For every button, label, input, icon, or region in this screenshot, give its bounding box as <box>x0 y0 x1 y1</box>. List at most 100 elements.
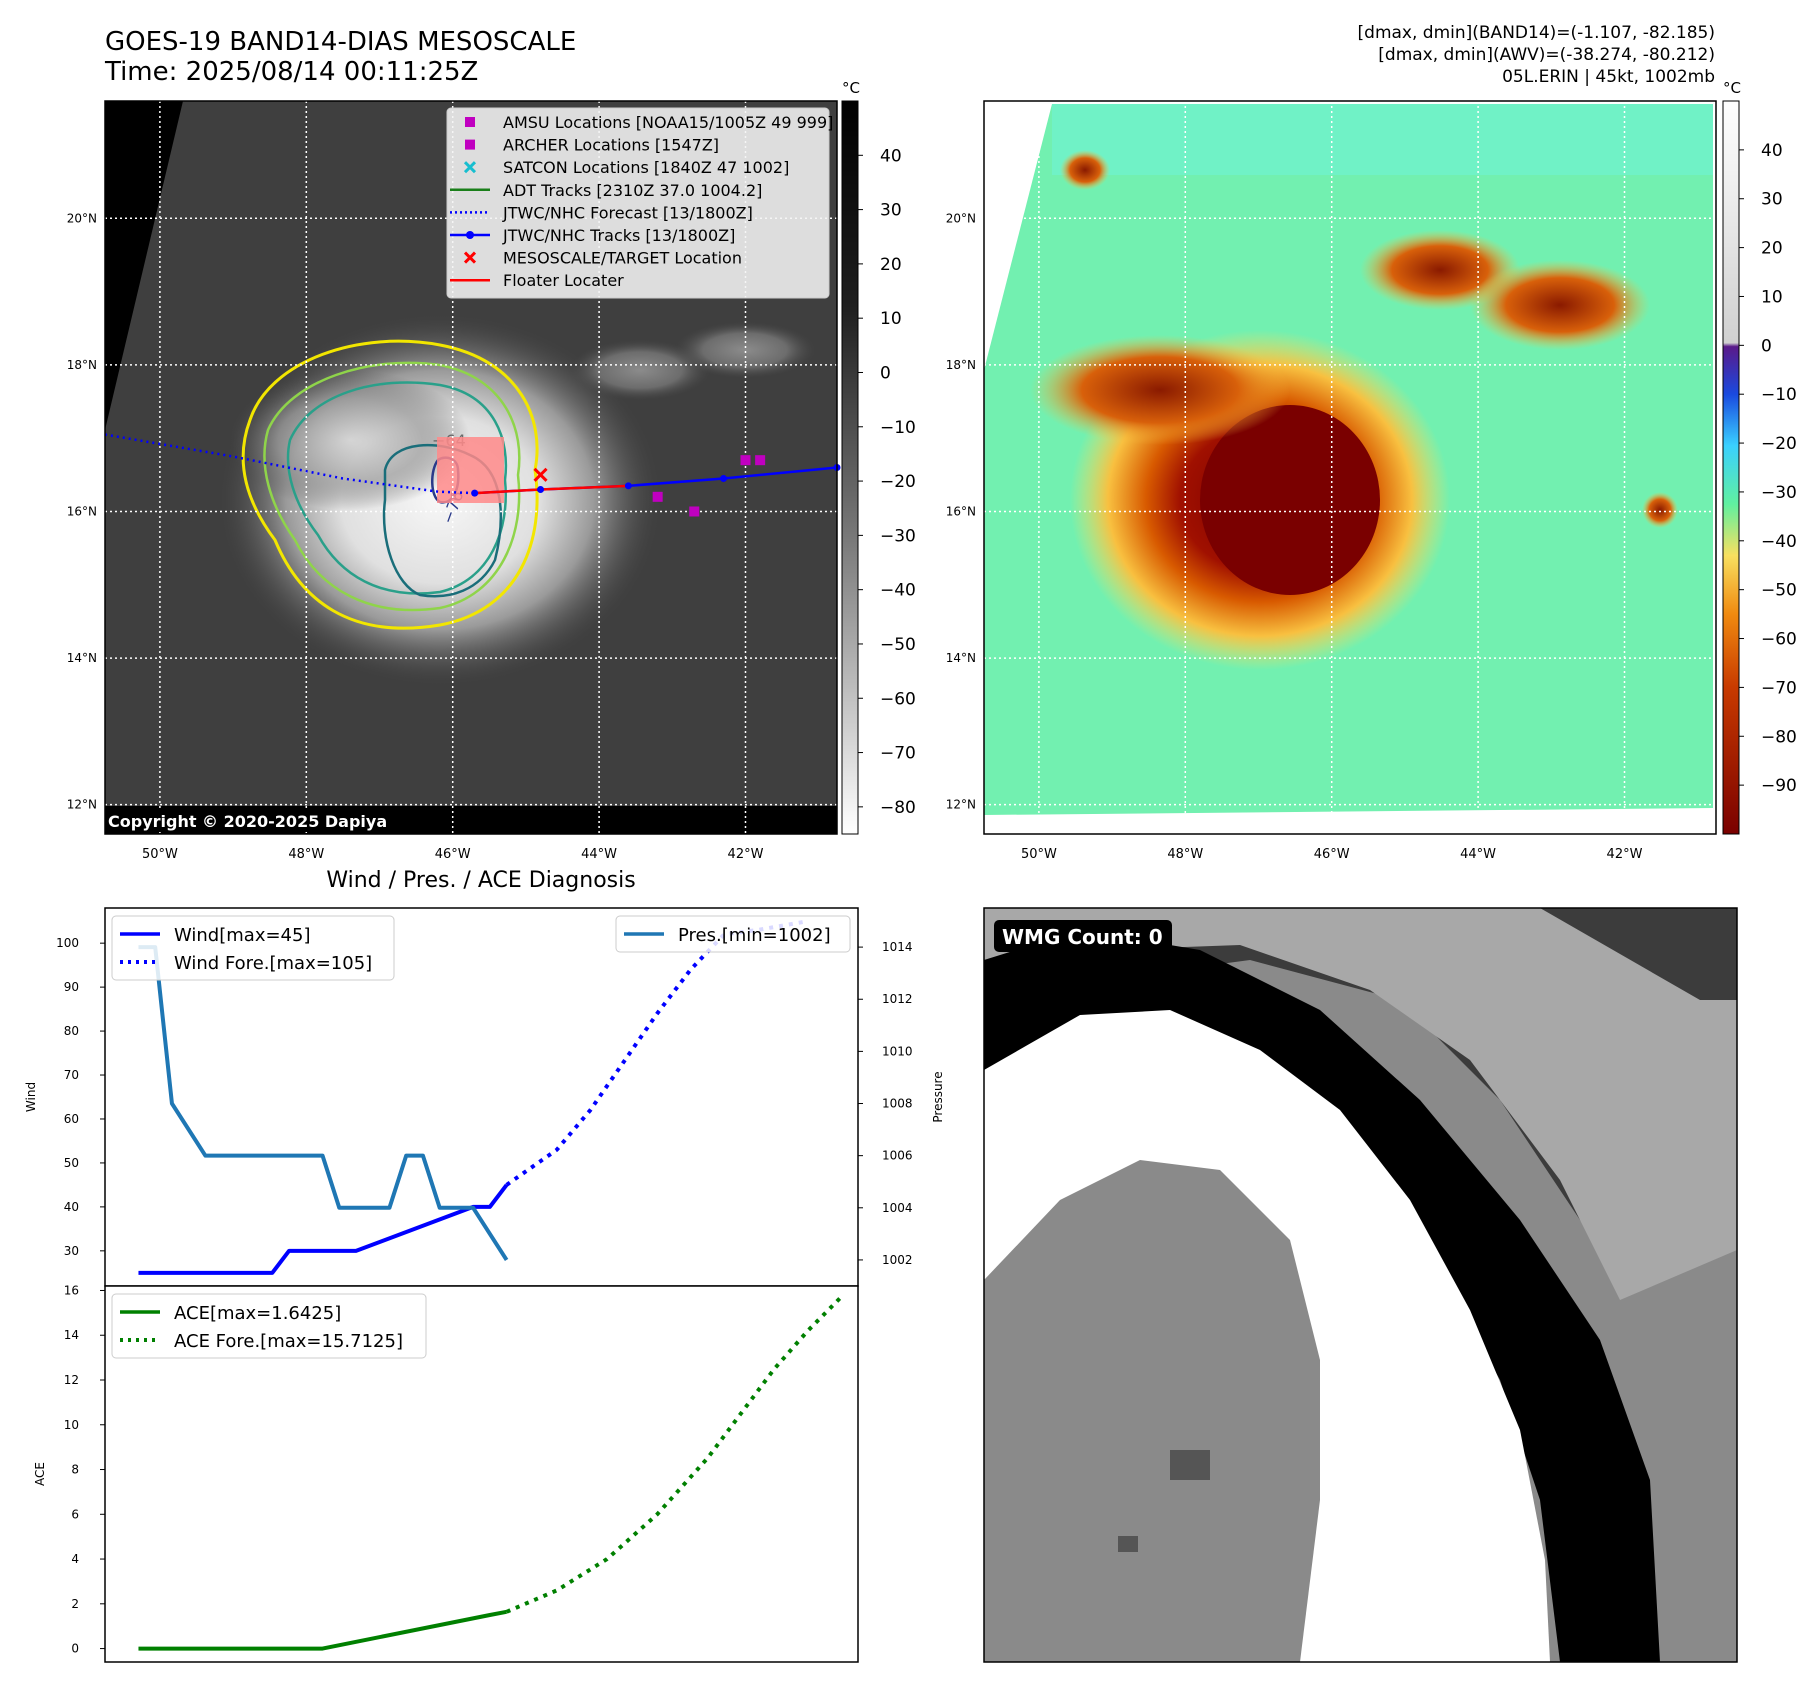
colorbar-tick-label: −90 <box>1761 776 1797 796</box>
legend-item-label: ARCHER Locations [1547Z] <box>503 136 719 155</box>
legend-wind-forecast-label: Wind Fore.[max=105] <box>174 953 372 974</box>
wind-tick-label: 80 <box>64 1024 79 1038</box>
map-overlays <box>104 433 841 517</box>
pressure-tick-label: 1002 <box>882 1253 913 1267</box>
legend-item-label: JTWC/NHC Tracks [13/1800Z] <box>502 226 735 245</box>
legend-swatch <box>463 251 477 264</box>
colorbar-tick-label: 30 <box>1761 190 1783 210</box>
lat-tick-label: 20°N <box>67 211 97 225</box>
lat-tick-label: 14°N <box>67 651 97 665</box>
colorbar-tick-label: 30 <box>880 201 902 221</box>
lat-tick-label: 12°N <box>946 798 976 812</box>
colorbar-tick-label: −50 <box>1761 581 1797 601</box>
colorbar-gray-ramp <box>841 100 859 835</box>
colorbar-tick-label: 40 <box>880 146 902 166</box>
colorbar-tick-label: −20 <box>880 472 916 492</box>
colorbar-tick-label: −70 <box>880 744 916 764</box>
colorbar-tick-label: −20 <box>1761 434 1797 454</box>
legend-item-label: AMSU Locations [NOAA15/1005Z 49 999] <box>503 113 833 132</box>
storm-core-color <box>1200 405 1380 595</box>
title-line-1: GOES-19 BAND14-DIAS MESOSCALE <box>105 27 576 57</box>
lon-tick-label: 46°W <box>435 847 471 862</box>
title-line-2: Time: 2025/08/14 00:11:25Z <box>104 57 478 87</box>
colorbar-tick-label: −40 <box>880 581 916 601</box>
cloud-cluster-gray <box>570 340 710 400</box>
wind-legend-box <box>111 915 395 981</box>
legend: AMSU Locations [NOAA15/1005Z 49 999] ARCH… <box>446 107 833 299</box>
contour-yellow <box>241 339 539 630</box>
legend-wind-label: Wind[max=45] <box>174 925 311 946</box>
colorbar-tick-label: −80 <box>880 798 916 818</box>
cloud-cluster-gray <box>675 322 815 378</box>
series-line-2 <box>138 945 509 1262</box>
colorbar-tick-label: 10 <box>1761 287 1783 307</box>
colorbar-gray-unit: °C <box>842 79 860 97</box>
colorbar-color-ramp <box>1722 100 1740 835</box>
wind-tick-label: 40 <box>64 1200 79 1214</box>
track-point <box>471 489 479 497</box>
pressure-tick-label: 1014 <box>882 940 913 954</box>
target-marker <box>533 467 548 482</box>
lon-tick-label: 42°W <box>1607 847 1643 862</box>
ace-tick-label: 16 <box>64 1283 79 1297</box>
legend-pressure-label: Pres.[min=1002] <box>678 925 831 946</box>
wmg-pixel-block <box>1170 1450 1210 1480</box>
forecast-track <box>104 433 475 495</box>
colorbar-tick-label: −40 <box>1761 532 1797 552</box>
info-line-3: 05L.ERIN | 45kt, 1002mb <box>1502 67 1715 87</box>
colorbar-tick-label: 0 <box>1761 336 1772 356</box>
legend-ace-forecast-label: ACE Fore.[max=15.7125] <box>174 1331 403 1352</box>
ace-series-line-1 <box>505 1295 843 1614</box>
wmg-core-gray <box>984 1160 1320 1662</box>
cloud-cluster-color <box>1060 150 1110 190</box>
wmg-ring-black <box>984 930 1660 1662</box>
lat-tick-label: 20°N <box>946 211 976 225</box>
colorbar-color-unit: °C <box>1723 79 1741 97</box>
map-ir-frame <box>104 100 838 835</box>
ace-chart-frame <box>104 1285 859 1663</box>
wind-tick-label: 90 <box>64 980 79 994</box>
lon-tick-label: 44°W <box>581 847 617 862</box>
legend-swatch <box>465 139 475 150</box>
legend-item-label: MESOSCALE/TARGET Location <box>503 249 742 268</box>
ace-legend: ACE[max=1.6425] ACE Fore.[max=15.7125] <box>111 1293 427 1359</box>
wmg-panel: WMG Count: 0 <box>983 907 1738 1663</box>
ace-chart: ACE 0 2 4 6 8 10 12 14 16 <box>33 1283 859 1663</box>
ace-tick-label: 14 <box>64 1328 79 1342</box>
copyright-text: Copyright © 2020-2025 Dapiya <box>108 812 387 831</box>
wind-axis-label: Wind <box>24 1082 38 1112</box>
map-grid-right: 50°W 48°W 46°W 44°W 42°W 20°N 18°N 16°N 14°N 12°N <box>946 101 1716 862</box>
legend-item-label: SATCON Locations [1840Z 47 1002] <box>503 158 789 177</box>
pressure-axis-label: Pressure <box>931 1071 945 1122</box>
legend-swatch <box>465 117 475 127</box>
colorbar-tick-label: 0 <box>880 363 891 383</box>
location-marker <box>689 506 700 517</box>
wind-tick-label: 70 <box>64 1068 79 1082</box>
colorbar-tick-label: 40 <box>1761 141 1783 161</box>
colorbar-tick-label: 20 <box>880 255 902 275</box>
ace-tick-label: 6 <box>71 1507 79 1521</box>
pressure-tick-label: 1008 <box>882 1097 913 1111</box>
wind-tick-label: 100 <box>56 936 79 950</box>
lat-tick-label: 18°N <box>67 358 97 372</box>
ace-tick-label: 8 <box>71 1463 79 1477</box>
pressure-legend: Pres.[min=1002] <box>615 915 851 953</box>
lon-tick-label: 44°W <box>1460 847 1496 862</box>
colorbar-gray: °C 40 30 20 10 0 −10 −20 −30 −40 −50 −60 −70 −80 <box>841 79 916 835</box>
ace-tick-label: 4 <box>71 1552 79 1566</box>
contour-lightgreen <box>263 361 521 612</box>
legend-item-label: ADT Tracks [2310Z 37.0 1004.2] <box>503 181 762 200</box>
wmg-pixel-block <box>1118 1536 1138 1552</box>
map-color-band <box>1052 104 1713 175</box>
colorbar-tick-label: −10 <box>880 418 916 438</box>
map-ir-nodata-corner <box>105 101 183 430</box>
pressure-legend-box <box>615 915 851 953</box>
legend-swatch <box>463 161 477 174</box>
ace-tick-label: 0 <box>71 1642 79 1656</box>
pressure-tick-label: 1006 <box>882 1149 913 1163</box>
location-marker <box>652 491 663 502</box>
lat-tick-label: 12°N <box>67 798 97 812</box>
diagnosis-title: Wind / Pres. / ACE Diagnosis <box>326 868 635 893</box>
wmg-count-label: WMG Count: 0 <box>1002 925 1163 949</box>
